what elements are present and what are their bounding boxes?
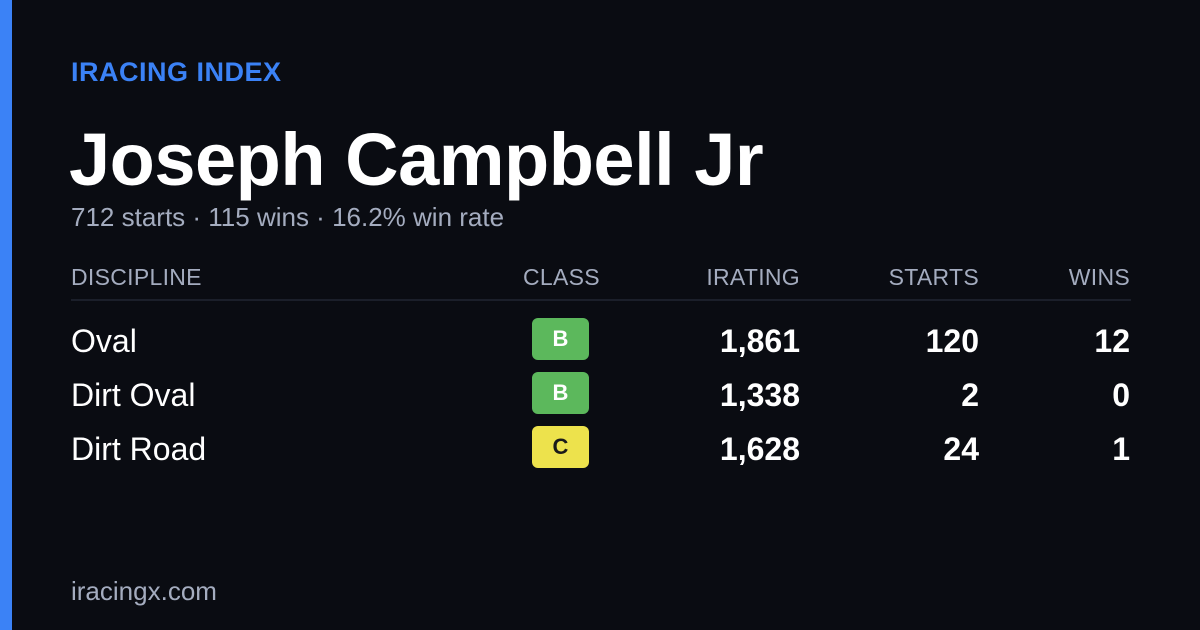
starts-value: 24 — [943, 431, 979, 467]
table-row: Dirt Oval B 1,338 2 0 — [71, 367, 1131, 421]
header-starts: STARTS — [888, 264, 979, 290]
irating-value: 1,628 — [719, 431, 800, 467]
header-class: CLASS — [523, 264, 600, 290]
brand-label: IRACING INDEX — [71, 57, 282, 87]
starts-value: 120 — [925, 323, 979, 359]
accent-bar — [0, 0, 12, 630]
header-wins: WINS — [1068, 264, 1130, 290]
table-row: Dirt Road C 1,628 24 1 — [71, 421, 1131, 475]
table-row: Oval B 1,861 120 12 — [71, 313, 1131, 367]
header-discipline: DISCIPLINE — [71, 264, 202, 290]
starts-value: 2 — [961, 377, 979, 413]
wins-value: 12 — [1094, 323, 1130, 359]
wins-value: 1 — [1112, 431, 1130, 467]
class-badge: B — [532, 318, 589, 360]
table-body: Oval B 1,861 120 12 Dirt Oval B 1,338 2 … — [71, 301, 1131, 475]
site-url: iracingx.com — [71, 576, 217, 606]
discipline-table: DISCIPLINE CLASS IRATING STARTS WINS Ova… — [71, 262, 1131, 475]
driver-name: Joseph Campbell Jr — [69, 118, 764, 201]
discipline-name: Dirt Oval — [71, 377, 196, 413]
driver-summary: 712 starts · 115 wins · 16.2% win rate — [71, 202, 505, 232]
irating-value: 1,338 — [719, 377, 800, 413]
class-badge: C — [532, 426, 589, 468]
table-header: DISCIPLINE CLASS IRATING STARTS WINS — [71, 262, 1131, 301]
wins-value: 0 — [1112, 377, 1130, 413]
discipline-name: Dirt Road — [71, 431, 207, 467]
irating-value: 1,861 — [719, 323, 800, 359]
class-badge: B — [532, 372, 589, 414]
discipline-name: Oval — [71, 323, 137, 359]
header-irating: IRATING — [706, 264, 800, 290]
